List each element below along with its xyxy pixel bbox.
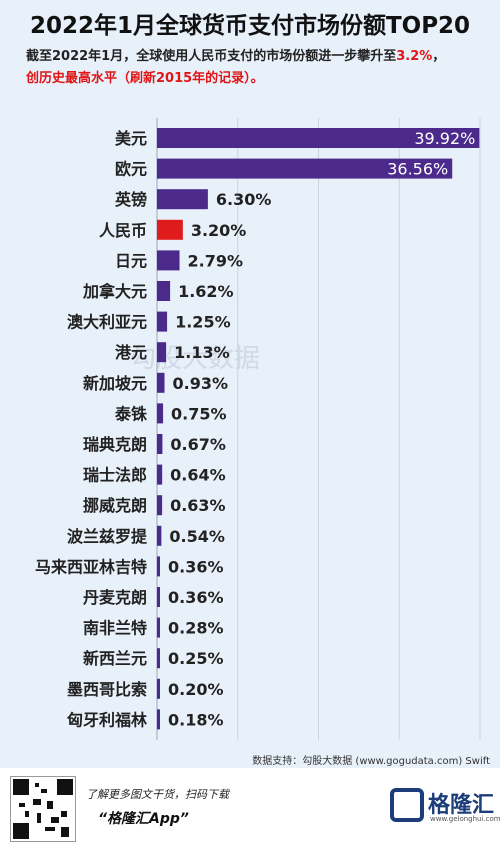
bar: [157, 678, 160, 699]
category-label: 南非兰特: [83, 619, 147, 638]
bar: [157, 128, 480, 148]
qr-module: [61, 811, 67, 817]
category-label: 加拿大元: [82, 282, 147, 301]
category-label: 马来西亚林吉特: [35, 557, 147, 576]
category-label: 匈牙利福林: [66, 710, 147, 729]
data-label: 0.75%: [171, 404, 227, 423]
category-label: 丹麦克朗: [83, 588, 147, 607]
category-label: 新西兰元: [83, 649, 147, 668]
bar: [157, 495, 163, 516]
bar: [157, 617, 160, 638]
qr-module: [61, 827, 69, 837]
data-label: 0.18%: [168, 710, 224, 729]
bar: [157, 587, 160, 607]
watermark: 勾股大数据: [130, 344, 261, 374]
data-label: 0.36%: [168, 588, 224, 607]
qr-module: [35, 783, 39, 787]
category-label: 泰铢: [114, 404, 148, 423]
bar: [157, 464, 163, 485]
qr-module: [25, 811, 29, 817]
category-label: 英镑: [114, 190, 147, 209]
bar: [157, 709, 160, 730]
brand-url: www.gelonghui.com: [430, 815, 500, 823]
qr-module: [47, 801, 53, 809]
category-label: 美元: [115, 129, 147, 148]
bar: [157, 556, 160, 577]
subtitle-line2: 创历史最高水平（刷新2015年的记录）。: [26, 71, 264, 86]
source-note: 数据支持：勾股大数据 (www.gogudata.com) Swift: [252, 756, 490, 767]
chart-title: 2022年1月全球货币支付市场份额TOP20: [29, 13, 471, 39]
data-label: 6.30%: [216, 190, 272, 209]
data-label: 2.79%: [188, 251, 244, 270]
data-label: 0.64%: [170, 466, 226, 485]
bar: [157, 158, 453, 179]
category-label: 瑞士法郎: [83, 466, 147, 485]
data-label: 0.63%: [170, 496, 226, 515]
gelonghui-logo-icon: [390, 788, 424, 822]
qr-module: [19, 803, 25, 807]
qr-module: [33, 799, 41, 805]
bar: [157, 403, 164, 424]
chart-subtitle: 截至2022年1月，全球使用人民币支付的市场份额进一步攀升至3.2%， 创历史最…: [26, 46, 486, 90]
bar: [157, 372, 165, 393]
bar-chart: 美元 39.92% 欧元 36.56% 英镑 6.30% 人民币 3.20% 日元 2.79% 加拿…: [35, 118, 481, 740]
bar: [157, 281, 171, 301]
data-label: 0.54%: [169, 527, 225, 546]
category-label: 瑞典克朗: [83, 435, 147, 454]
bar: [157, 250, 180, 271]
data-label: 0.25%: [168, 649, 224, 668]
data-label: 0.93%: [173, 374, 229, 393]
subtitle-comma: ，: [432, 49, 446, 64]
data-label: 0.36%: [168, 557, 224, 576]
subtitle-highlight: 3.2%: [396, 49, 433, 64]
qr-module: [45, 827, 55, 831]
subtitle-text: 截至2022年1月，全球使用人民币支付的市场份额进一步攀升至: [26, 49, 397, 64]
data-label: 0.20%: [168, 680, 224, 699]
qr-module: [13, 779, 29, 795]
category-label: 日元: [115, 251, 147, 270]
data-label: 3.20%: [191, 221, 247, 240]
data-label: 1.13%: [174, 343, 230, 362]
data-label: 36.56%: [387, 160, 448, 179]
bar: [157, 189, 208, 210]
qr-module: [51, 817, 59, 823]
category-label: 挪威克朗: [83, 496, 147, 515]
qr-module: [13, 823, 29, 839]
qr-module: [57, 779, 73, 795]
category-label: 港元: [115, 343, 147, 362]
qr-code-icon[interactable]: [10, 776, 76, 842]
brand-name: 格隆汇: [428, 793, 495, 818]
category-label: 波兰兹罗提: [67, 527, 148, 546]
category-label: 墨西哥比索: [67, 680, 147, 699]
qr-module: [41, 789, 47, 793]
bar: [157, 311, 168, 332]
footer-slogan: 了解更多图文干货，扫码下载: [86, 788, 229, 801]
data-label: 0.28%: [168, 619, 224, 638]
bar: [157, 434, 163, 454]
category-label: 新加坡元: [83, 374, 147, 393]
category-label: 人民币: [99, 221, 147, 240]
category-label: 欧元: [115, 160, 147, 179]
footer-app-name: “格隆汇App”: [98, 811, 189, 827]
bar: [157, 342, 167, 363]
data-label: 1.25%: [175, 313, 231, 332]
bar: [157, 648, 160, 669]
footer: [0, 768, 500, 846]
bar: [157, 525, 162, 546]
bar-highlight: [157, 219, 183, 240]
qr-module: [37, 813, 41, 823]
data-label: 39.92%: [414, 129, 475, 148]
data-label: 1.62%: [178, 282, 234, 301]
data-label: 0.67%: [170, 435, 226, 454]
category-label: 澳大利亚元: [67, 313, 147, 332]
